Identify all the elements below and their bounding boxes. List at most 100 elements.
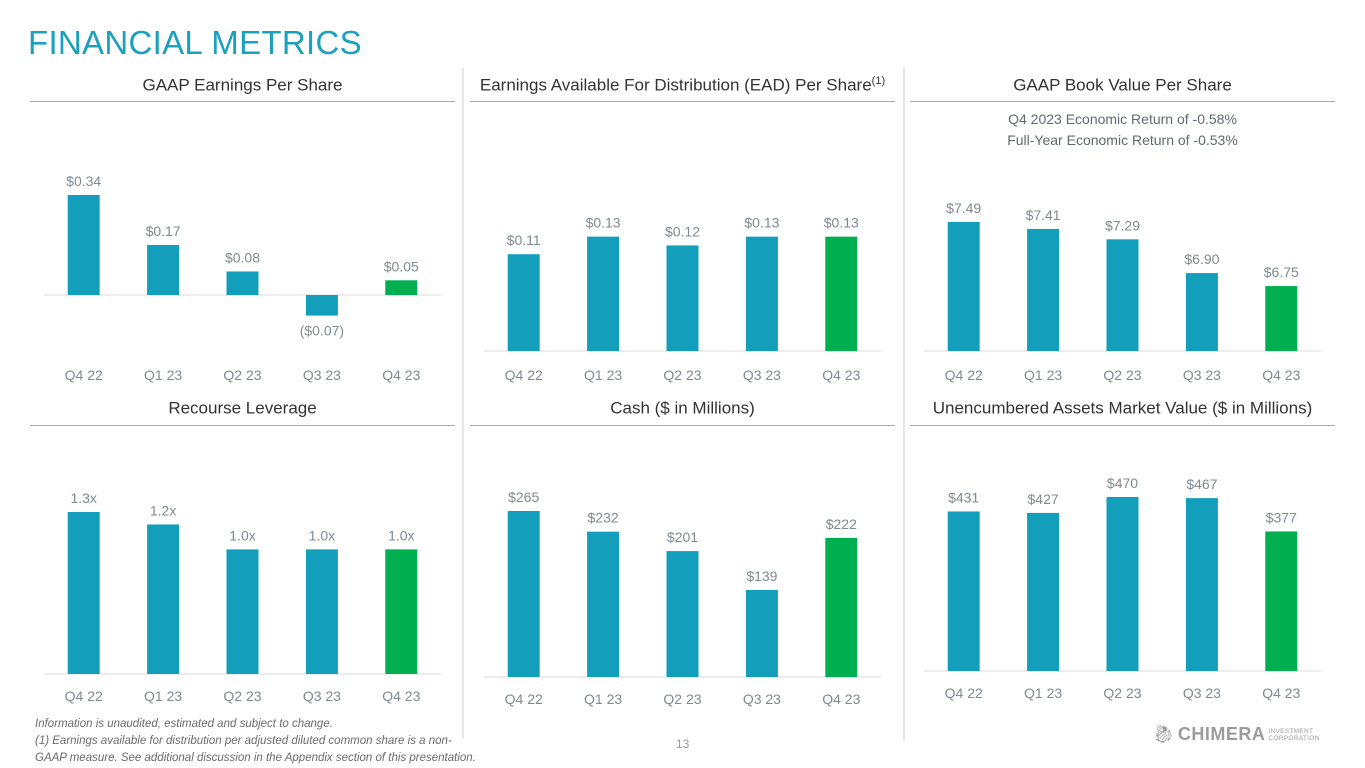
chart-title: Cash ($ in Millions)	[470, 398, 895, 419]
category-tick-label: Q3 23	[1183, 685, 1221, 701]
chart-title: Earnings Available For Distribution (EAD…	[470, 75, 895, 96]
q4-economic-return: Q4 2023 Economic Return of -0.58%	[1008, 111, 1237, 127]
bar-q2-23	[1106, 239, 1139, 351]
page-title: FINANCIAL METRICS	[28, 24, 362, 61]
category-tick-label: Q2 23	[1103, 685, 1141, 701]
footnotes: Information is unaudited, estimated and …	[35, 716, 476, 767]
data-label: $0.34	[66, 173, 101, 189]
bar-chart-ead: $0.11 Q4 22 $0.13 Q1 23 $0.12 Q2 23 $0.13 Q3 23…	[484, 215, 881, 383]
full-year-economic-return: Full-Year Economic Return of -0.53%	[1007, 132, 1238, 148]
data-label: $0.12	[665, 223, 700, 239]
chart-title-text: Recourse Leverage	[168, 398, 317, 418]
chimera-creature-icon: 🐉︎	[1152, 724, 1175, 744]
category-tick-label: Q4 22	[945, 685, 983, 701]
category-tick-label: Q3 23	[303, 688, 341, 704]
chart-title-text: GAAP Book Value Per Share	[1013, 75, 1232, 95]
category-tick-label: Q1 23	[1024, 685, 1062, 701]
category-tick-label: Q4 23	[1262, 685, 1300, 701]
data-label: $0.05	[384, 258, 419, 274]
chart-title-text: GAAP Earnings Per Share	[142, 75, 343, 95]
logo-subtitle-line-2: CORPORATION	[1268, 734, 1320, 742]
category-tick-label: Q4 23	[382, 367, 420, 383]
logo-subtitle: INVESTMENT CORPORATION	[1268, 728, 1319, 742]
bar-q1-23	[1027, 228, 1060, 351]
logo-name: CHIMERA	[1177, 724, 1266, 744]
category-tick-label: Q2 23	[663, 367, 701, 383]
data-label: 1.0x	[229, 527, 255, 543]
category-tick-label: Q4 22	[65, 688, 103, 704]
category-tick-label: Q3 23	[1183, 367, 1221, 383]
category-tick-label: Q1 23	[584, 691, 622, 707]
category-tick-label: Q1 23	[144, 688, 182, 704]
data-label: 1.0x	[388, 527, 414, 543]
data-label: $7.29	[1105, 217, 1140, 233]
data-label: $139	[746, 568, 777, 584]
category-tick-label: Q2 23	[223, 688, 261, 704]
category-tick-label: Q2 23	[1103, 367, 1141, 383]
bar-chart-recourse-leverage: 1.3x Q4 22 1.2x Q1 23 1.0x Q2 23 1.0x Q3 23 1.0x…	[44, 490, 441, 704]
chart-panel-gaap-eps: GAAP Earnings Per Share $0.34 Q4 22 $0.17 Q…	[30, 70, 455, 390]
bar-q4-22	[507, 511, 540, 677]
data-label: $222	[826, 516, 857, 532]
page-number: 13	[676, 737, 690, 751]
chart-title-text: Earnings Available For Distribution (EAD…	[479, 75, 872, 95]
category-tick-label: Q3 23	[743, 367, 781, 383]
chart-title-rule	[470, 101, 895, 102]
bar-chart-cash: $265 Q4 22 $232 Q1 23 $201 Q2 23 $139 Q3 23 $222…	[484, 489, 881, 707]
chart-title-sup: (1)	[871, 75, 886, 87]
category-tick-label: Q4 23	[822, 367, 860, 383]
bar-q4-22	[507, 254, 540, 351]
category-tick-label: Q3 23	[743, 691, 781, 707]
column-divider-1	[462, 68, 464, 738]
chart-title: GAAP Earnings Per Share	[30, 75, 455, 96]
category-tick-label: Q1 23	[584, 367, 622, 383]
company-logo: 🐉︎ CHIMERA INVESTMENT CORPORATION	[1152, 724, 1320, 745]
data-label: $0.11	[507, 232, 541, 248]
bar-q3-23	[305, 295, 338, 316]
bar-q3-23	[305, 549, 338, 674]
bar-q1-23	[587, 236, 620, 351]
category-tick-label: Q4 23	[382, 688, 420, 704]
bar-q1-23	[1027, 512, 1060, 671]
category-tick-label: Q4 22	[65, 367, 103, 383]
bar-q3-23	[745, 589, 778, 677]
data-label: $6.75	[1264, 264, 1299, 280]
bar-q1-23	[147, 524, 180, 674]
category-tick-label: Q3 23	[303, 367, 341, 383]
bar-q2-23	[226, 549, 259, 674]
data-label: $265	[508, 489, 539, 505]
data-label: $377	[1266, 509, 1297, 525]
data-label: 1.0x	[309, 527, 335, 543]
data-label: $467	[1186, 476, 1217, 492]
data-label: $0.13	[586, 215, 621, 231]
chart-title-rule	[30, 101, 455, 102]
bar-q1-23	[147, 245, 180, 295]
bar-q2-23	[666, 551, 699, 677]
chart-title-rule	[910, 101, 1335, 102]
footnote-1-line-2: GAAP measure. See additional discussion …	[35, 752, 476, 764]
data-label: $6.90	[1184, 251, 1219, 267]
chart-panel-ead: Earnings Available For Distribution (EAD…	[470, 70, 895, 390]
chart-title: Recourse Leverage	[30, 398, 455, 419]
data-label: $427	[1028, 491, 1059, 507]
data-label: $7.49	[946, 200, 981, 216]
bar-q4-23	[825, 537, 858, 677]
column-divider-2	[903, 68, 905, 740]
data-label: $470	[1107, 475, 1138, 491]
bar-q4-23	[1265, 531, 1298, 671]
bar-q2-23	[666, 245, 699, 351]
category-tick-label: Q4 23	[822, 691, 860, 707]
data-label: $0.08	[225, 249, 260, 265]
data-label: 1.2x	[150, 502, 176, 518]
chart-title: GAAP Book Value Per Share	[910, 75, 1335, 96]
data-label: 1.3x	[70, 490, 96, 506]
category-tick-label: Q4 23	[1262, 367, 1300, 383]
bar-q1-23	[587, 531, 620, 677]
bar-q4-22	[67, 195, 100, 295]
bar-q3-23	[1185, 498, 1218, 671]
data-label: ($0.07)	[300, 323, 344, 339]
chart-title-text: Unencumbered Assets Market Value ($ in M…	[932, 398, 1313, 418]
category-tick-label: Q1 23	[1024, 367, 1062, 383]
category-tick-label: Q4 22	[505, 367, 543, 383]
bar-q4-23	[385, 549, 418, 674]
